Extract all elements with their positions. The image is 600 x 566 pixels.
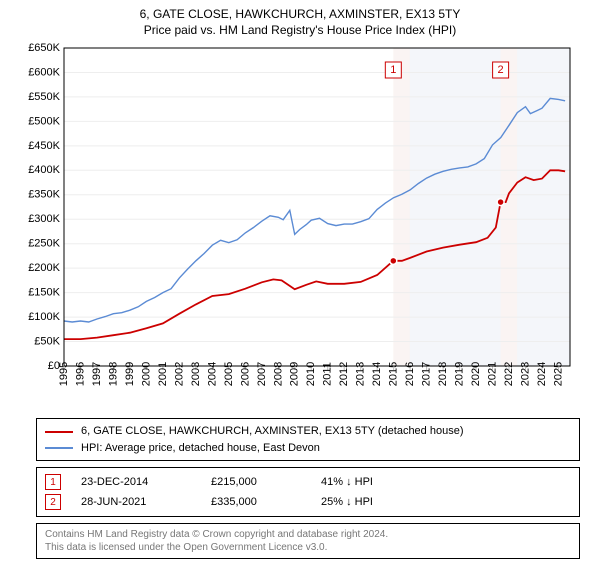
y-axis-label: £600K [28,67,60,79]
legend-label: HPI: Average price, detached house, East… [81,440,320,457]
legend-label: 6, GATE CLOSE, HAWKCHURCH, AXMINSTER, EX… [81,423,463,440]
x-axis-label: 2001 [157,362,169,386]
data-point [497,199,504,206]
event-delta: 25% ↓ HPI [321,496,373,508]
x-axis-label: 1997 [91,362,103,386]
x-axis-label: 2021 [487,362,499,386]
event-marker-icon: 1 [45,474,61,490]
y-axis-label: £500K [28,116,60,128]
price-chart: £0£50K£100K£150K£200K£250K£300K£350K£400… [20,42,580,412]
y-axis-label: £300K [28,214,60,226]
legend: 6, GATE CLOSE, HAWKCHURCH, AXMINSTER, EX… [36,418,580,461]
y-axis-label: £200K [28,262,60,274]
x-axis-label: 2010 [305,362,317,386]
x-axis-label: 2006 [239,362,251,386]
x-axis-label: 1996 [74,362,86,386]
event-row: 1 23-DEC-2014 £215,000 41% ↓ HPI [45,472,571,492]
x-axis-label: 1998 [107,362,119,386]
event-marker-label: 1 [390,64,396,76]
y-axis-label: £150K [28,287,60,299]
x-axis-label: 2017 [421,362,433,386]
y-axis-label: £250K [28,238,60,250]
event-marker-label: 2 [498,64,504,76]
x-axis-label: 2007 [256,362,268,386]
x-axis-label: 2000 [140,362,152,386]
x-axis-label: 2024 [536,362,548,386]
y-axis-label: £400K [28,165,60,177]
highlight-band [517,48,570,366]
event-price: £215,000 [211,476,301,488]
legend-row: 6, GATE CLOSE, HAWKCHURCH, AXMINSTER, EX… [45,423,571,440]
data-point [390,258,397,265]
x-axis-label: 2002 [173,362,185,386]
legend-swatch [45,447,73,449]
x-axis-label: 2004 [206,362,218,386]
legend-row: HPI: Average price, detached house, East… [45,440,571,457]
highlight-band [501,48,517,366]
footer-line2: This data is licensed under the Open Gov… [45,541,571,554]
event-price: £335,000 [211,496,301,508]
chart-title: 6, GATE CLOSE, HAWKCHURCH, AXMINSTER, EX… [0,6,600,38]
x-axis-label: 2020 [470,362,482,386]
x-axis-label: 2015 [388,362,400,386]
x-axis-label: 2025 [552,362,564,386]
y-axis-label: £350K [28,189,60,201]
x-axis-label: 2009 [289,362,301,386]
x-axis-label: 2008 [272,362,284,386]
y-axis-label: £650K [28,42,60,54]
events-table: 1 23-DEC-2014 £215,000 41% ↓ HPI 2 28-JUN-202… [36,467,580,517]
x-axis-label: 2016 [404,362,416,386]
x-axis-label: 1999 [124,362,136,386]
highlight-band [393,48,409,366]
event-date: 23-DEC-2014 [81,476,191,488]
title-line1: 6, GATE CLOSE, HAWKCHURCH, AXMINSTER, EX… [0,6,600,22]
x-axis-label: 2003 [190,362,202,386]
x-axis-label: 2018 [437,362,449,386]
highlight-band [410,48,501,366]
event-marker-icon: 2 [45,494,61,510]
y-axis-label: £100K [28,311,60,323]
x-axis-label: 2005 [223,362,235,386]
y-axis-label: £50K [34,336,60,348]
x-axis-label: 2013 [355,362,367,386]
attribution: Contains HM Land Registry data © Crown c… [36,523,580,559]
x-axis-label: 2019 [454,362,466,386]
event-row: 2 28-JUN-2021 £335,000 25% ↓ HPI [45,492,571,512]
event-date: 28-JUN-2021 [81,496,191,508]
x-axis-label: 2022 [503,362,515,386]
title-line2: Price paid vs. HM Land Registry's House … [0,22,600,38]
x-axis-label: 2023 [519,362,531,386]
y-axis-label: £450K [28,140,60,152]
event-delta: 41% ↓ HPI [321,476,373,488]
chart-container: £0£50K£100K£150K£200K£250K£300K£350K£400… [20,42,580,412]
x-axis-label: 2012 [338,362,350,386]
y-axis-label: £550K [28,91,60,103]
footer-line1: Contains HM Land Registry data © Crown c… [45,528,571,541]
x-axis-label: 2014 [371,362,383,386]
legend-swatch [45,431,73,433]
